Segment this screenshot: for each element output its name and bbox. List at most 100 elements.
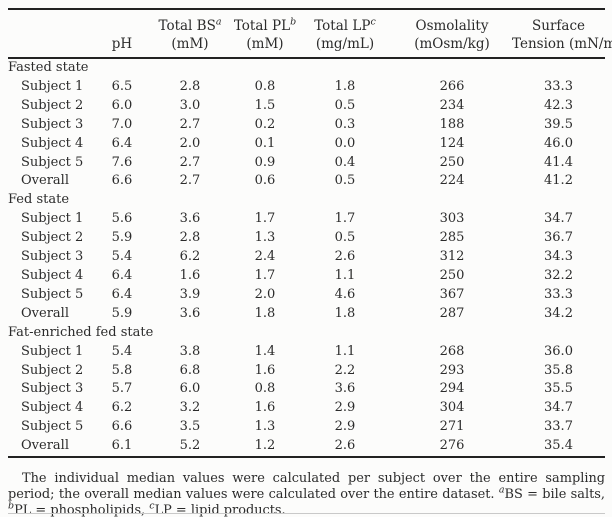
cell-value: 0.8	[254, 381, 276, 397]
cell-value: 294	[439, 381, 465, 397]
cell-value: 2.9	[334, 400, 356, 416]
table-row: Overall 6.6 2.7 0.6 0.5 224 41.2	[8, 172, 605, 191]
cell-value: 33.7	[544, 419, 573, 435]
group-header-row: Fat-enriched fed state	[8, 324, 605, 343]
cell-value: 5.8	[111, 362, 133, 378]
cell-value: 3.9	[179, 286, 201, 302]
column-header-rowlabel	[8, 9, 96, 58]
footnote-superscript-a: a	[498, 484, 505, 496]
row-label: Subject 5	[21, 419, 84, 435]
cell-value: 2.2	[334, 362, 356, 378]
cell-value: 6.4	[111, 267, 133, 283]
header-line1: Total PLb	[233, 16, 297, 34]
cell-value: 1.6	[254, 400, 276, 416]
cell-value: 5.6	[111, 211, 133, 227]
cell-value: 293	[439, 362, 465, 378]
cell-value: 2.7	[179, 173, 201, 189]
cell-value: 5.2	[179, 438, 201, 454]
row-label: Subject 3	[21, 116, 84, 132]
cell-value: 4.6	[334, 286, 356, 302]
column-header-total-pl: Total PLb (mM)	[232, 9, 298, 58]
cell-value: 250	[439, 267, 465, 283]
cell-value: 124	[439, 135, 465, 151]
cell-value: 1.8	[334, 78, 356, 94]
cell-value: 2.4	[254, 249, 276, 265]
cell-value: 224	[439, 173, 465, 189]
cell-value: 46.0	[544, 135, 573, 151]
cell-value: 276	[439, 438, 465, 454]
cell-value: 2.9	[334, 419, 356, 435]
table-row: Subject 1 5.4 3.8 1.4 1.1 268 36.0	[8, 343, 605, 362]
bottom-rule	[8, 513, 605, 514]
cell-value: 1.3	[254, 419, 276, 435]
cell-value: 3.6	[179, 305, 201, 321]
cell-value: 0.6	[254, 173, 276, 189]
cell-value: 0.4	[334, 154, 356, 170]
header-line1: Surface	[532, 18, 585, 34]
cell-value: 6.5	[111, 78, 133, 94]
table-row: Subject 3 7.0 2.7 0.2 0.3 188 39.5	[8, 116, 605, 135]
cell-value: 6.4	[111, 286, 133, 302]
data-table: pH Total BSa (mM) Total PLb (mM) Total L…	[8, 8, 612, 458]
cell-value: 39.5	[544, 116, 573, 132]
header-row: pH Total BSa (mM) Total PLb (mM) Total L…	[8, 9, 612, 58]
cell-value: 2.0	[254, 286, 276, 302]
column-header-surface-tension: Surface Tension (mN/m)	[512, 9, 612, 58]
table-row: Subject 4 6.4 2.0 0.1 0.0 124 46.0	[8, 135, 605, 154]
cell-value: 36.7	[544, 230, 573, 246]
cell-value: 0.2	[254, 116, 276, 132]
column-header-osmolality: Osmolality (mOsm/kg)	[392, 9, 512, 58]
table-row: Subject 2 6.0 3.0 1.5 0.5 234 42.3	[8, 97, 605, 116]
cell-value: 287	[439, 305, 465, 321]
table-row: Subject 5 6.6 3.5 1.3 2.9 271 33.7	[8, 418, 605, 437]
table-row: Subject 5 6.4 3.9 2.0 4.6 367 33.3	[8, 286, 605, 305]
cell-value: 6.0	[111, 97, 133, 113]
cell-value: 1.6	[179, 267, 201, 283]
cell-value: 32.2	[544, 267, 573, 283]
row-label: Subject 2	[21, 362, 84, 378]
header-line2: (mM)	[171, 36, 209, 52]
cell-value: 2.8	[179, 78, 201, 94]
header-line2: (mg/mL)	[315, 36, 375, 52]
cell-value: 6.0	[179, 381, 201, 397]
row-label: Overall	[21, 438, 69, 454]
cell-value: 0.5	[334, 173, 356, 189]
superscript: b	[290, 16, 297, 28]
row-label: Subject 3	[21, 249, 84, 265]
group-label: Fed state	[8, 192, 70, 208]
cell-value: 34.7	[544, 211, 573, 227]
cell-value: 1.7	[254, 267, 276, 283]
row-label: Subject 1	[21, 343, 84, 359]
table-row: Overall 6.1 5.2 1.2 2.6 276 35.4	[8, 437, 605, 457]
group-label: Fat-enriched fed state	[8, 324, 154, 340]
cell-value: 1.6	[254, 362, 276, 378]
cell-value: 5.9	[111, 230, 133, 246]
cell-value: 3.5	[179, 419, 201, 435]
row-label: Subject 5	[21, 286, 84, 302]
cell-value: 5.7	[111, 381, 133, 397]
cell-value: 35.4	[544, 438, 573, 454]
row-label: Overall	[21, 305, 69, 321]
header-line2: pH	[111, 36, 133, 52]
cell-value: 268	[439, 343, 465, 359]
row-label: Subject 4	[21, 267, 84, 283]
row-label: Subject 4	[21, 400, 84, 416]
cell-value: 0.9	[254, 154, 276, 170]
cell-value: 1.7	[334, 211, 356, 227]
cell-value: 1.7	[254, 211, 276, 227]
cell-value: 0.1	[254, 135, 276, 151]
table-row: Subject 4 6.4 1.6 1.7 1.1 250 32.2	[8, 267, 605, 286]
cell-value: 1.4	[254, 343, 276, 359]
cell-value: 1.5	[254, 97, 276, 113]
cell-value: 1.8	[334, 305, 356, 321]
cell-value: 3.0	[179, 97, 201, 113]
table-row: Subject 3 5.7 6.0 0.8 3.6 294 35.5	[8, 380, 605, 399]
cell-value: 34.3	[544, 249, 573, 265]
cell-value: 35.8	[544, 362, 573, 378]
column-header-total-bs: Total BSa (mM)	[148, 9, 232, 58]
header-line1: Osmolality	[415, 18, 489, 34]
cell-value: 304	[439, 400, 465, 416]
cell-value: 234	[439, 97, 465, 113]
group-header-row: Fasted state	[8, 58, 605, 78]
